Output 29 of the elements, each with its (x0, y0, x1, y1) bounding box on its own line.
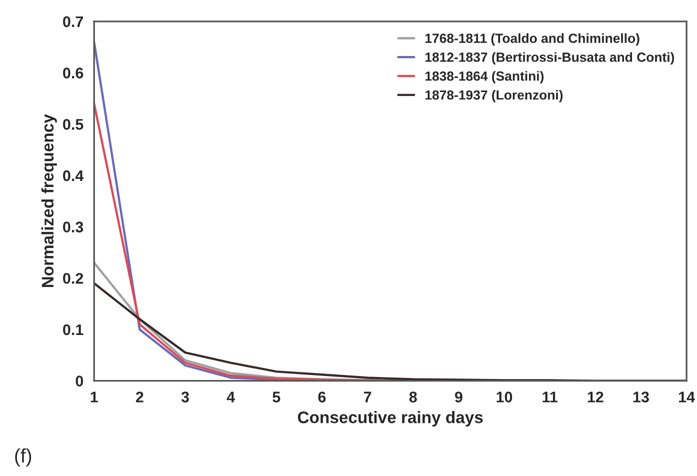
x-tick-label: 6 (318, 392, 326, 402)
x-tick-label: 11 (542, 392, 558, 402)
x-tick-label: 2 (136, 392, 144, 402)
y-axis-title: Normalized frequency (41, 114, 57, 288)
x-tick-label: 10 (496, 392, 512, 402)
x-tick-label: 4 (226, 392, 235, 402)
y-tick-label: 0.7 (63, 16, 84, 28)
x-tick-label: 3 (181, 392, 189, 402)
x-axis-title: Consecutive rainy days (298, 411, 483, 427)
x-tick-label: 9 (454, 392, 462, 402)
y-tick-label: 0.6 (63, 68, 84, 78)
y-tick-label: 0.2 (63, 272, 84, 284)
y-tick-label: 0.4 (63, 170, 84, 182)
x-tick-label: 12 (588, 392, 604, 402)
x-tick-label: 14 (679, 392, 695, 402)
legend-label: 1838-1864 (Santini) (425, 71, 544, 84)
text: (f) (15, 448, 32, 466)
y-tick-label: 0.1 (63, 324, 84, 336)
x-tick-label: 13 (633, 392, 649, 402)
y-tick-label: 0.3 (63, 222, 84, 232)
y-tick-label: 0.5 (63, 118, 84, 130)
x-tick-label: 7 (364, 392, 372, 402)
legend-label: 1812-1837 (Bertirossi-Busata and Conti) (425, 52, 674, 64)
x-tick-label: 1 (90, 392, 98, 402)
legend-label: 1768-1811 (Toaldo and Chiminello) (425, 33, 640, 46)
legend-label: 1878-1937 (Lorenzoni) (425, 90, 563, 102)
x-tick-label: 5 (272, 392, 280, 402)
x-tick-label: 8 (409, 392, 417, 402)
y-tick-label: 0 (76, 376, 84, 386)
